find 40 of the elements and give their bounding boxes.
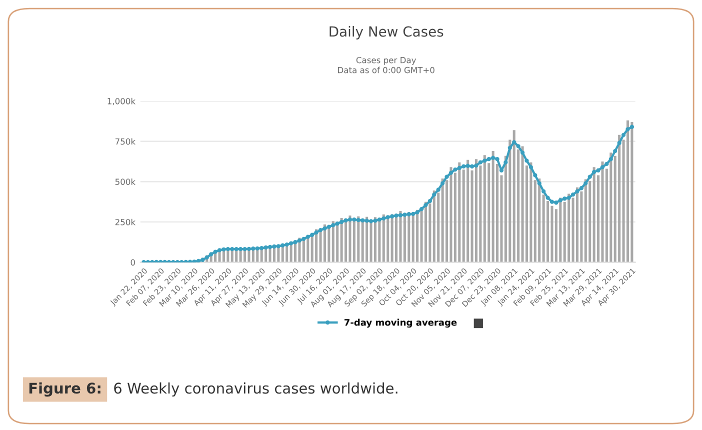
bar bbox=[458, 162, 461, 262]
y-tick-label: 1,000k bbox=[108, 98, 136, 106]
bar bbox=[626, 120, 629, 262]
legend-label: 7-day moving average bbox=[344, 318, 457, 328]
bar bbox=[441, 178, 444, 262]
bar bbox=[618, 134, 621, 262]
bar bbox=[416, 210, 419, 262]
bar bbox=[466, 160, 470, 262]
bar bbox=[568, 194, 570, 262]
bar bbox=[512, 130, 516, 262]
y-tick-label: 0 bbox=[130, 259, 135, 266]
y-tick-label: 750k bbox=[115, 138, 136, 145]
caption: Figure 6: bbox=[29, 382, 100, 397]
bar bbox=[588, 180, 592, 262]
bar bbox=[534, 180, 536, 262]
bar bbox=[592, 167, 596, 262]
bar bbox=[450, 167, 452, 262]
bar bbox=[559, 198, 562, 262]
bar bbox=[576, 187, 578, 262]
chart-subtitle: Cases per Day Data as of 0:00 GMT+0 bbox=[338, 56, 434, 74]
bar bbox=[530, 162, 532, 262]
bar bbox=[474, 159, 478, 262]
text: 6 Weekly coronavirus cases worldwide. bbox=[114, 382, 398, 397]
chart-title: Daily New Cases bbox=[330, 26, 444, 40]
y-tick-label: 250k bbox=[115, 218, 136, 226]
bar bbox=[601, 162, 604, 262]
bar bbox=[408, 212, 410, 262]
bar bbox=[390, 214, 394, 262]
bar bbox=[508, 140, 512, 262]
bar bbox=[432, 190, 436, 262]
bar bbox=[424, 202, 427, 262]
bar bbox=[584, 179, 587, 262]
y-tick-label: 500k bbox=[115, 178, 136, 185]
bar bbox=[538, 178, 541, 262]
bar bbox=[630, 122, 634, 262]
bar bbox=[399, 211, 402, 262]
bar bbox=[483, 155, 486, 262]
bar bbox=[492, 151, 494, 262]
bar bbox=[610, 152, 612, 262]
bar bbox=[521, 146, 524, 262]
